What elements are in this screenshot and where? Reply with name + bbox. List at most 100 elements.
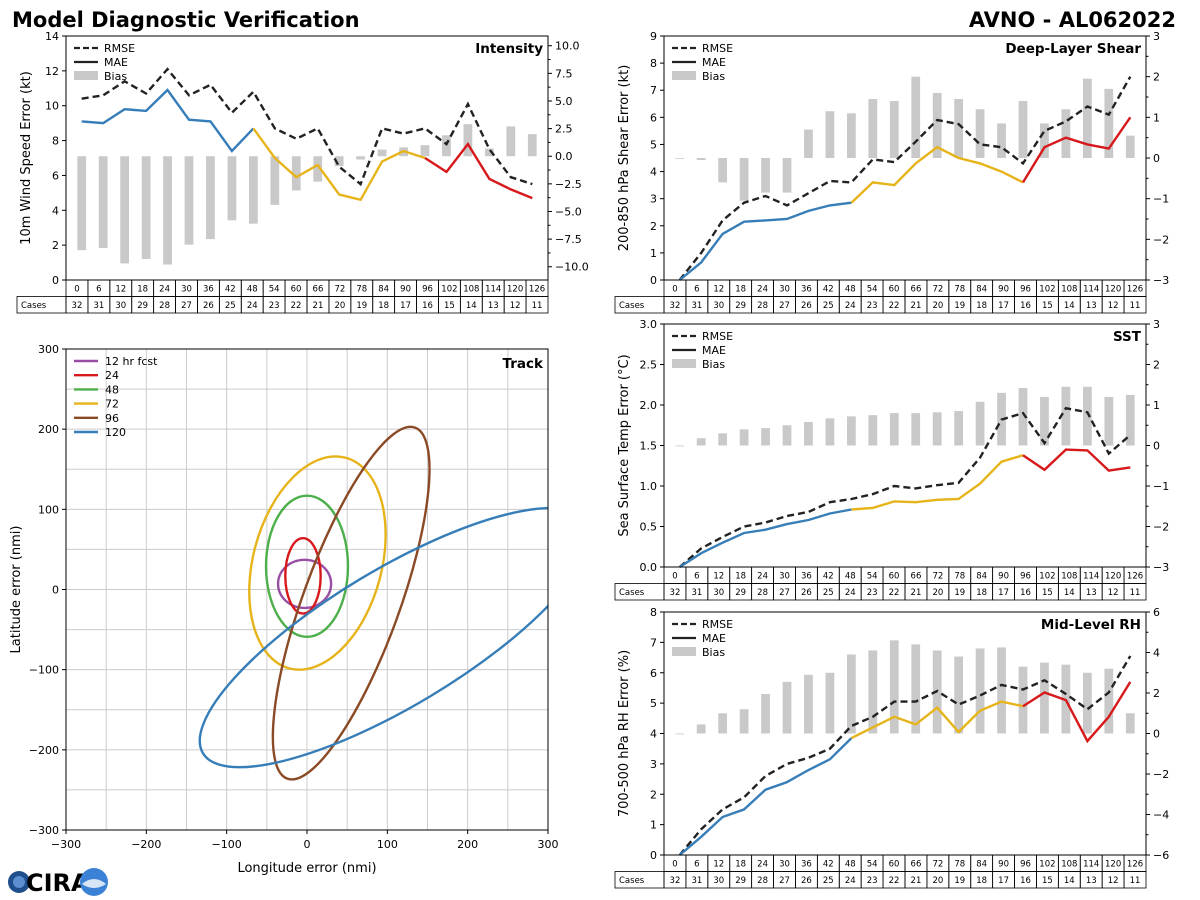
- cases-value: 20: [334, 301, 345, 311]
- cases-value: 21: [911, 876, 922, 886]
- bias-bar: [825, 111, 835, 158]
- y2-tick-label: 2: [1153, 71, 1160, 84]
- bias-bar: [782, 681, 792, 734]
- y-tick-label: 8: [52, 135, 59, 148]
- hour-label: 60: [889, 571, 900, 581]
- cases-value: 18: [976, 588, 987, 598]
- cases-value: 13: [1086, 588, 1097, 598]
- hour-label: 60: [889, 284, 900, 294]
- hour-label: 12: [713, 284, 724, 294]
- panel-title: Deep-Layer Shear: [1005, 41, 1141, 57]
- y-axis-label: Latitude error (nmi): [9, 526, 24, 654]
- intensity-panel: 02468101214−10.0−7.5−5.0−2.50.02.55.07.5…: [16, 30, 589, 314]
- y2-tick-label: 4: [1153, 647, 1160, 660]
- bias-bar: [1061, 109, 1071, 158]
- legend-bias-swatch: [672, 647, 696, 656]
- cases-header-label: Cases: [619, 876, 645, 886]
- y2-tick-label: −7.5: [555, 233, 582, 246]
- bias-bar: [696, 724, 706, 734]
- y-tick-label: 7: [650, 84, 657, 97]
- hour-label: 30: [779, 284, 790, 294]
- cases-value: 27: [779, 301, 790, 311]
- rmse-line: [678, 406, 1132, 568]
- cases-value: 30: [713, 876, 724, 886]
- hour-label: 54: [867, 859, 878, 869]
- y2-tick-label: 10.0: [555, 40, 580, 53]
- mae-line-mid: [851, 454, 1024, 511]
- hour-label: 48: [845, 571, 856, 581]
- cases-cell: [1123, 871, 1147, 889]
- cases-value: 28: [159, 301, 170, 311]
- error-ellipse-96hr: [271, 425, 431, 781]
- y-tick-label: 2: [52, 239, 59, 252]
- hour-label: 108: [1061, 859, 1077, 869]
- cases-value: 19: [356, 301, 367, 311]
- x-tick-label: 300: [538, 838, 559, 851]
- bias-bar: [1082, 386, 1092, 446]
- cases-value: 20: [932, 876, 943, 886]
- mae-line-late: [424, 141, 533, 200]
- y-tick-label: 0: [52, 584, 59, 597]
- cases-value: 18: [378, 301, 389, 311]
- bias-bar: [98, 156, 108, 248]
- hour-label: 108: [1061, 284, 1077, 294]
- hour-label: 84: [976, 859, 987, 869]
- panels-layer: 02468101214−10.0−7.5−5.0−2.50.02.55.07.5…: [9, 30, 1169, 889]
- bias-bar: [1104, 396, 1114, 446]
- cases-value: 13: [488, 301, 499, 311]
- bias-bar: [356, 156, 366, 160]
- legend-label: 96: [105, 412, 119, 425]
- bias-bar: [377, 149, 387, 157]
- mae-line-early: [81, 88, 255, 153]
- cases-value: 27: [779, 588, 790, 598]
- hour-label: 78: [954, 571, 965, 581]
- legend-label: 48: [105, 383, 119, 396]
- hour-label: 90: [998, 859, 1009, 869]
- bias-bar: [120, 156, 130, 264]
- panel-title: SST: [1113, 329, 1142, 345]
- hour-label: 6: [694, 284, 699, 294]
- hour-label: 126: [529, 284, 545, 294]
- cases-value: 19: [954, 301, 965, 311]
- bias-bar: [889, 101, 899, 158]
- cases-value: 11: [1130, 588, 1141, 598]
- legend-label: 120: [105, 426, 126, 439]
- legend-label: 12 hr fcst: [105, 355, 158, 368]
- cira-logo: CIRA: [8, 868, 108, 897]
- bias-bar: [889, 640, 899, 734]
- bias-bar: [1018, 387, 1028, 446]
- hour-label: 48: [845, 284, 856, 294]
- hour-label: 126: [1127, 859, 1143, 869]
- hour-label: 78: [356, 284, 367, 294]
- cases-value: 15: [1042, 588, 1053, 598]
- y-tick-label: 3: [650, 193, 657, 206]
- y-tick-label: 4: [650, 166, 657, 179]
- cases-value: 26: [203, 301, 214, 311]
- cases-value: 25: [823, 301, 834, 311]
- y2-tick-label: 6: [1153, 606, 1160, 619]
- bias-bar: [761, 158, 770, 193]
- hour-label: 18: [735, 859, 746, 869]
- panel-title: Intensity: [475, 41, 543, 57]
- cases-header-cell: [614, 296, 665, 314]
- y2-tick-label: 2.5: [555, 123, 573, 136]
- y-tick-label: −300: [29, 824, 59, 837]
- y2-tick-label: 2: [1153, 359, 1160, 372]
- hour-label: 96: [422, 284, 433, 294]
- cases-value: 25: [823, 876, 834, 886]
- cases-header-label: Cases: [619, 301, 645, 311]
- bias-bar: [846, 654, 856, 734]
- cases-cell: [1123, 583, 1147, 601]
- hour-label: 48: [247, 284, 258, 294]
- bias-bar: [506, 126, 516, 157]
- hour-label: 120: [1105, 571, 1121, 581]
- hour-label: 102: [1039, 284, 1055, 294]
- legend-bias-swatch: [672, 359, 696, 368]
- hour-label: 120: [1105, 284, 1121, 294]
- legend-rmse-label: RMSE: [702, 618, 733, 631]
- bias-bar: [932, 412, 942, 446]
- y2-tick-label: −5.0: [555, 205, 582, 218]
- cases-value: 21: [911, 588, 922, 598]
